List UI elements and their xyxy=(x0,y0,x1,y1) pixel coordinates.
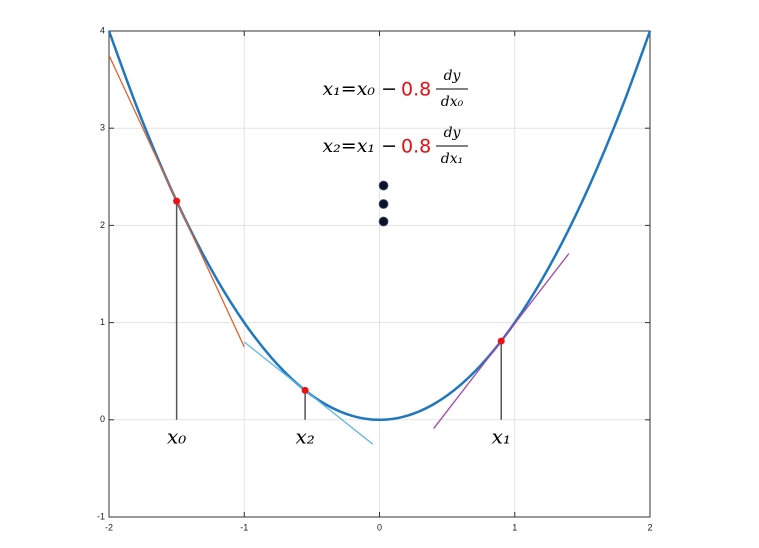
formula-lhs: x₁=x₀ − xyxy=(322,78,397,100)
formula-denominator: dx₁ xyxy=(441,151,463,167)
point-label: x₁ xyxy=(492,424,511,448)
formula-coef: 0.8 xyxy=(401,79,431,101)
point xyxy=(378,180,389,191)
point-label: x₀ xyxy=(167,424,186,448)
x-tick-label: 0 xyxy=(377,522,382,532)
formula-lhs: x₂=x₁ − xyxy=(322,135,397,157)
x-tick-label: -1 xyxy=(240,522,248,532)
y-tick-label: 0 xyxy=(100,414,105,424)
y-tick-label: -1 xyxy=(97,511,105,521)
point xyxy=(497,337,505,345)
point xyxy=(301,386,309,394)
x-tick-label: 1 xyxy=(512,522,517,532)
x-tick-label: -2 xyxy=(105,522,113,532)
point-label: x₂ xyxy=(295,424,314,448)
formula-numerator: dy xyxy=(444,68,462,84)
point xyxy=(173,197,181,205)
y-tick-label: 1 xyxy=(100,317,105,327)
point xyxy=(378,216,389,227)
point xyxy=(378,199,389,209)
x-tick-label: 2 xyxy=(647,522,652,532)
formula-numerator: dy xyxy=(444,125,462,141)
tangent-line xyxy=(243,341,374,445)
y-tick-label: 3 xyxy=(100,123,105,133)
y-tick-label: 4 xyxy=(100,25,105,35)
formula-coef: 0.8 xyxy=(401,136,431,158)
formula-denominator: dx₀ xyxy=(441,94,464,110)
plot-frame xyxy=(108,30,651,518)
y-tick-label: 2 xyxy=(100,220,105,230)
